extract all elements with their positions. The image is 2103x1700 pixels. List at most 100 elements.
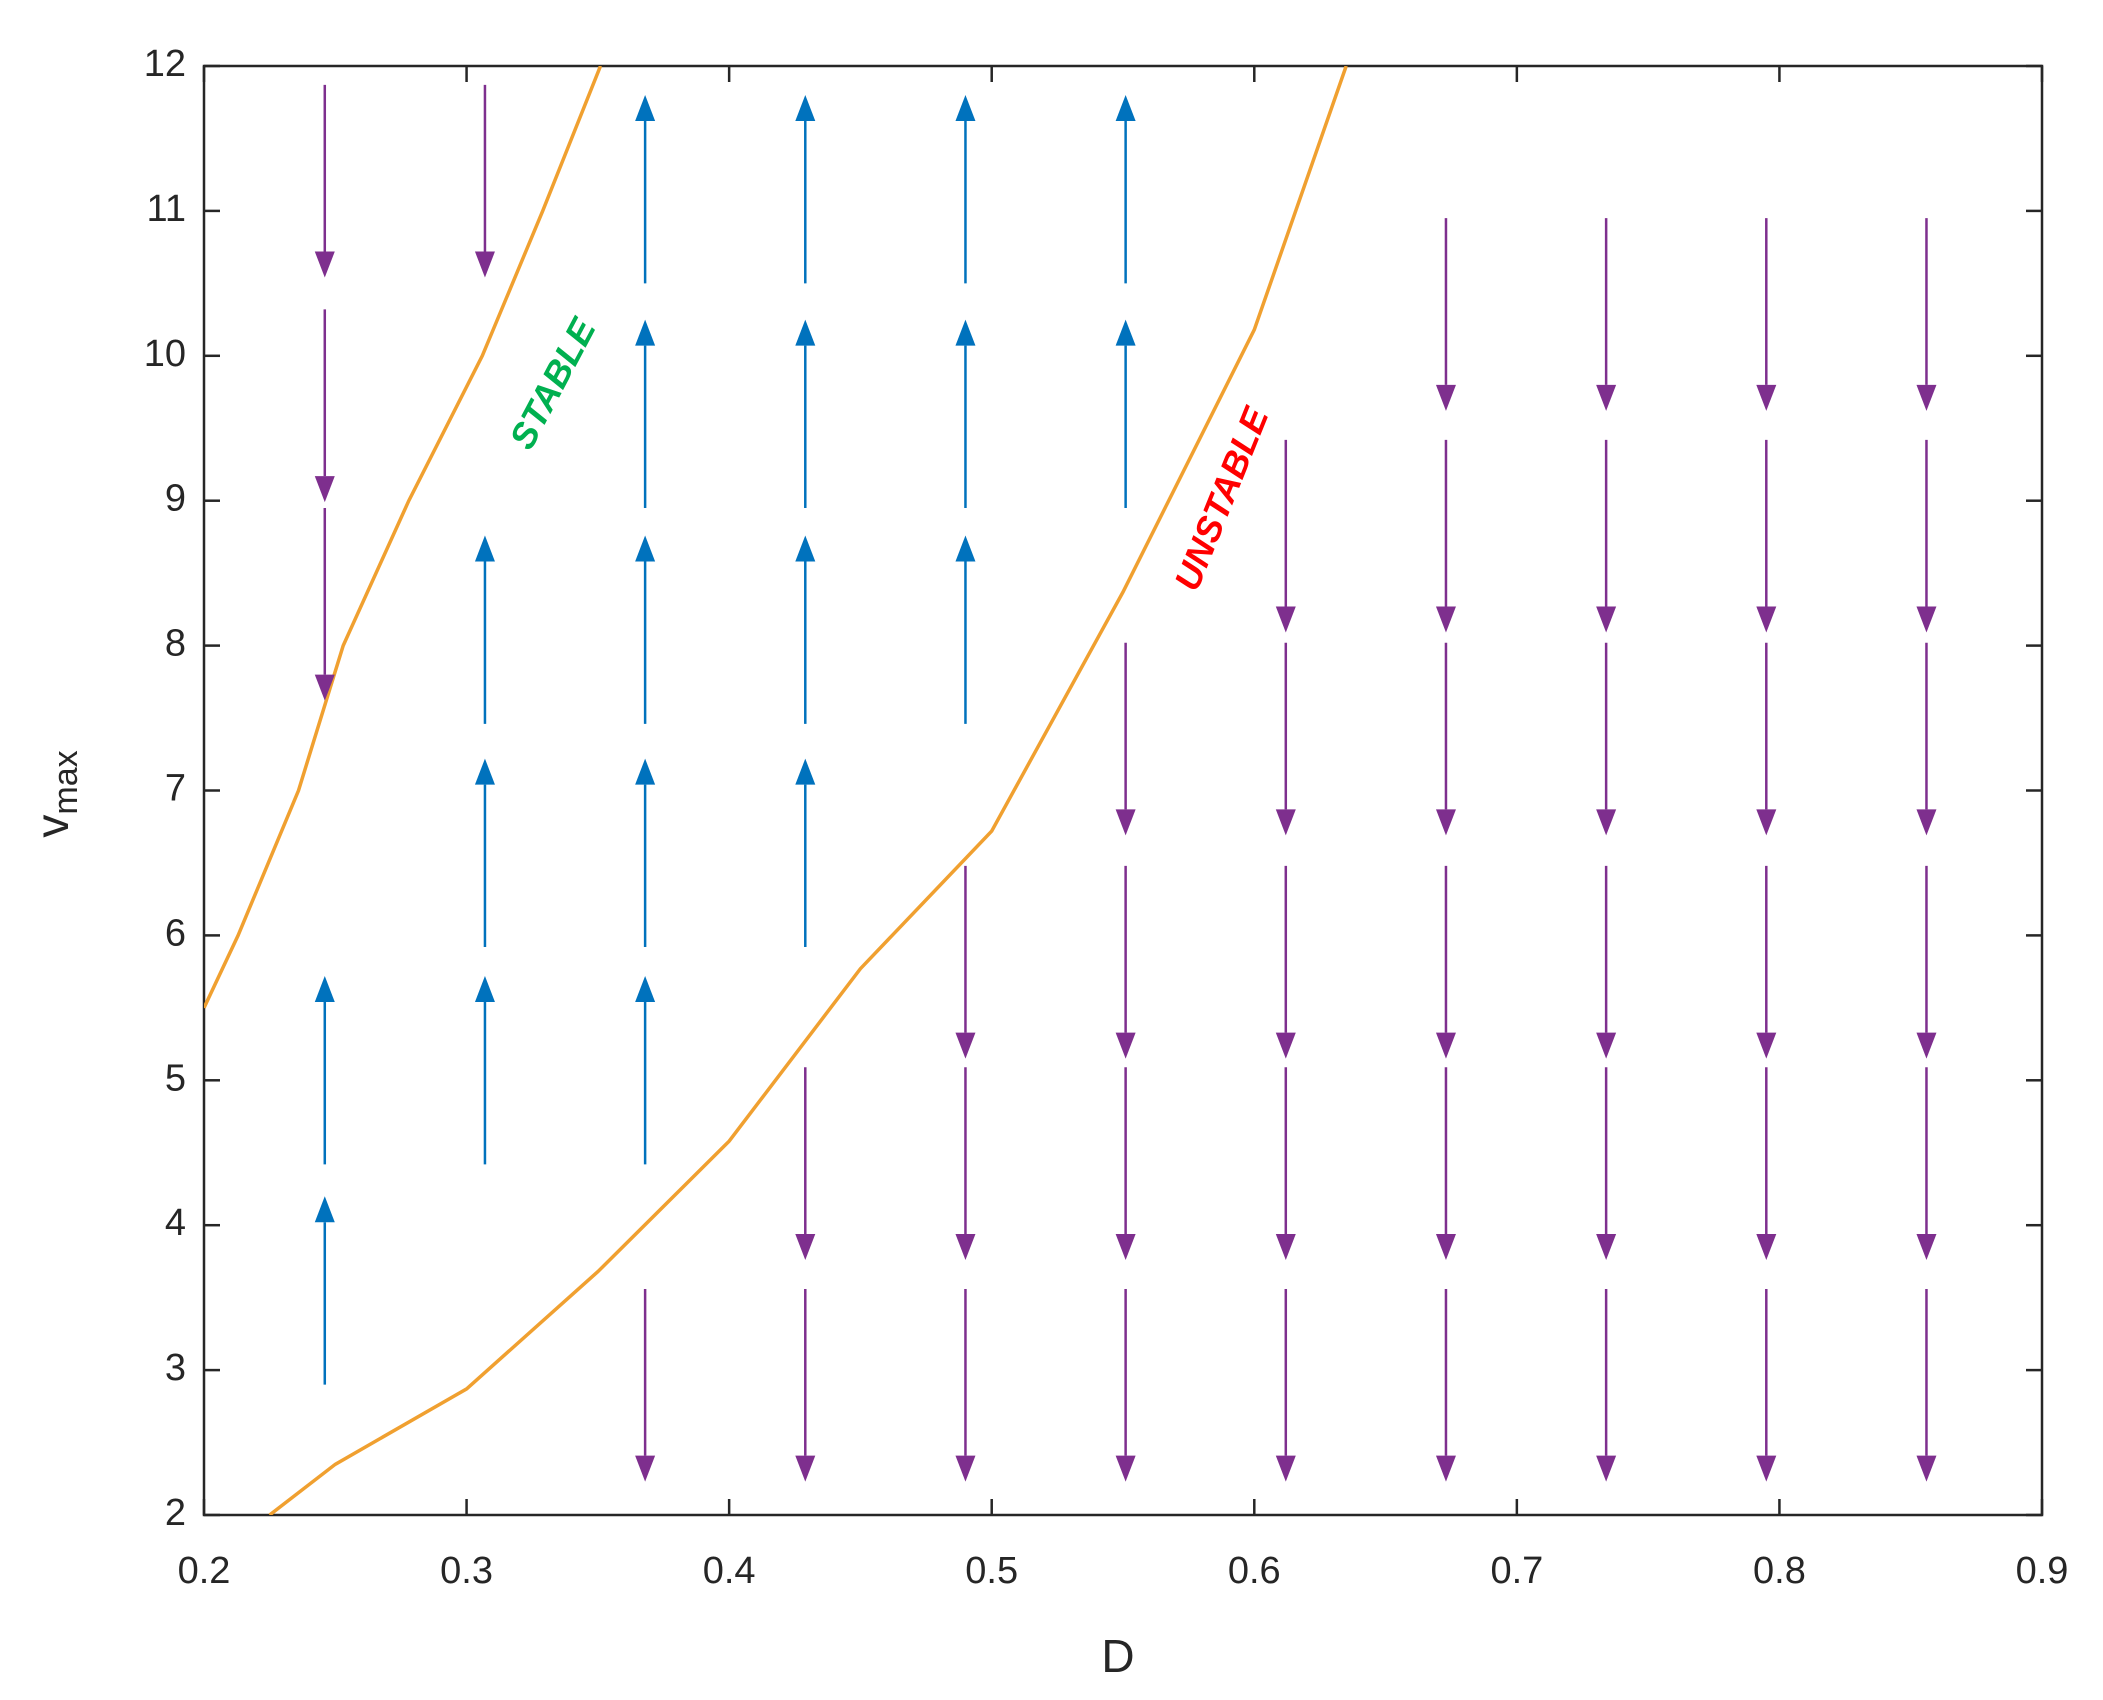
arrow-head (635, 94, 656, 121)
arrow (1115, 319, 1136, 508)
x-tick-label: 0.7 (1490, 1550, 1543, 1592)
arrow (1756, 439, 1777, 633)
arrow-head (1435, 1032, 1456, 1059)
arrow-head (314, 251, 335, 278)
arrow-head (314, 674, 335, 701)
arrow-head (795, 319, 816, 346)
arrow-head (1596, 606, 1617, 633)
arrow-head (1756, 1233, 1777, 1260)
arrow-head (1916, 384, 1937, 411)
arrow-head (1115, 809, 1136, 836)
x-tick-label: 0.3 (440, 1550, 493, 1592)
arrow-head (1435, 809, 1456, 836)
x-tick-label: 0.4 (703, 1550, 756, 1592)
arrow (1435, 218, 1456, 411)
arrow-head (1435, 1233, 1456, 1260)
arrow-head (1756, 606, 1777, 633)
x-tick-label: 0.5 (965, 1550, 1018, 1592)
arrow-head (1916, 809, 1937, 836)
arrow (1435, 439, 1456, 633)
arrow (1275, 1067, 1296, 1260)
x-tick-label: 0.9 (2016, 1550, 2069, 1592)
arrow (1596, 1067, 1617, 1260)
arrow-head (795, 758, 816, 785)
arrow-head (474, 758, 495, 785)
boundary-curve (268, 66, 1348, 1515)
y-tick-label: 6 (165, 912, 186, 954)
arrow-head (795, 1233, 816, 1260)
arrow (795, 535, 816, 724)
arrow (1115, 642, 1136, 836)
arrow (1435, 1288, 1456, 1482)
arrow (314, 975, 335, 1165)
arrow (1596, 439, 1617, 633)
arrow-head (474, 975, 495, 1002)
arrow (1596, 865, 1617, 1059)
arrow (1756, 865, 1777, 1059)
arrow (1916, 1067, 1937, 1260)
arrow-head (1756, 384, 1777, 411)
arrow-head (1596, 1455, 1617, 1482)
arrow-head (955, 1032, 976, 1059)
arrow (314, 84, 335, 278)
arrow-head (1435, 606, 1456, 633)
y-tick-label: 3 (165, 1347, 186, 1389)
arrow (1435, 865, 1456, 1059)
arrow (635, 758, 656, 947)
arrow-head (1756, 1032, 1777, 1059)
arrow-head (635, 975, 656, 1002)
arrow (635, 319, 656, 508)
arrow (1115, 865, 1136, 1059)
y-axis-label-base: v (26, 815, 78, 838)
arrow (474, 84, 495, 278)
y-tick-label: 12 (144, 43, 186, 85)
arrow-head (1596, 1233, 1617, 1260)
x-tick-label: 0.6 (1228, 1550, 1281, 1592)
arrow-head (1275, 1233, 1296, 1260)
y-tick-label: 11 (147, 188, 186, 230)
arrow-head (314, 975, 335, 1002)
x-tick-label: 0.8 (1753, 1550, 1806, 1592)
y-tick-label: 2 (165, 1492, 186, 1534)
arrow (955, 1288, 976, 1482)
arrow (1756, 1067, 1777, 1260)
arrow (1916, 439, 1937, 633)
y-tick-label: 10 (144, 333, 186, 375)
arrow (1115, 1288, 1136, 1482)
arrow-head (955, 319, 976, 346)
arrow (1596, 642, 1617, 836)
arrow (474, 535, 495, 724)
arrow (955, 1067, 976, 1260)
plot-area (202, 64, 2044, 1517)
y-axis-label-sub: max (47, 750, 85, 814)
arrow (1756, 1288, 1777, 1482)
arrow-head (314, 476, 335, 503)
arrow-head (1275, 606, 1296, 633)
arrow (955, 865, 976, 1059)
y-tick-label: 9 (165, 478, 186, 520)
arrow (474, 975, 495, 1165)
arrow-head (635, 1455, 656, 1482)
arrow-head (955, 1455, 976, 1482)
arrow-head (635, 758, 656, 785)
x-tick-label: 0.2 (178, 1550, 231, 1592)
arrow-head (1756, 1455, 1777, 1482)
arrow (1275, 439, 1296, 633)
arrow (1916, 218, 1937, 411)
arrow-head (795, 535, 816, 562)
arrow (635, 94, 656, 284)
arrow-head (1435, 384, 1456, 411)
arrow (1756, 642, 1777, 836)
arrow-head (1916, 1233, 1937, 1260)
arrow (1275, 1288, 1296, 1482)
arrow (1916, 1288, 1937, 1482)
arrow (1596, 218, 1617, 411)
arrow (314, 507, 335, 701)
arrow-head (1275, 809, 1296, 836)
arrow (1115, 94, 1136, 284)
y-tick-label: 7 (165, 768, 186, 810)
arrow-head (1115, 319, 1136, 346)
arrow-head (635, 535, 656, 562)
arrow-head (1756, 809, 1777, 836)
